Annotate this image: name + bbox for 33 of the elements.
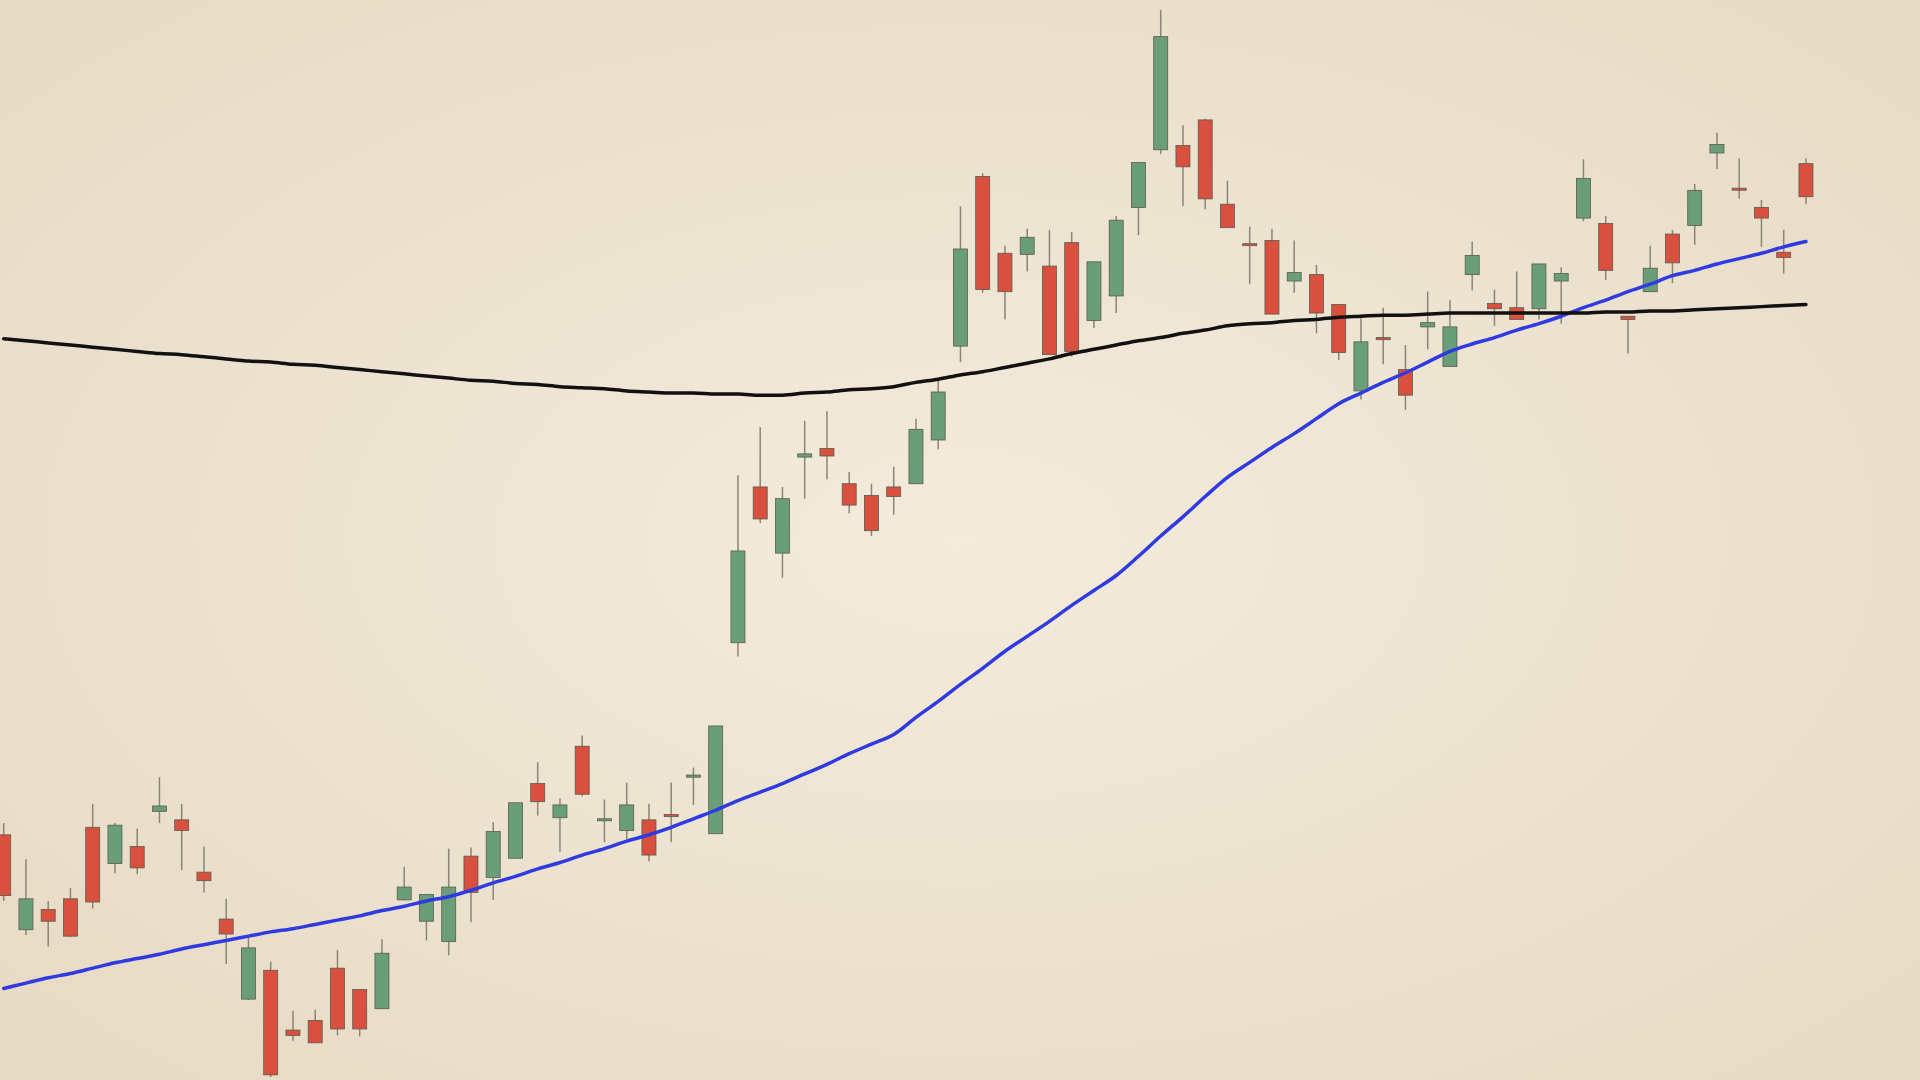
candlestick [663,781,679,844]
candlestick [597,798,612,844]
candlestick [1731,157,1747,200]
candlestick [1620,315,1636,355]
candlestick [686,766,701,806]
candlestick [530,761,546,817]
candlestick [1487,288,1502,327]
candlestick [1242,225,1258,285]
candlestick [152,776,167,824]
candlestick [218,898,234,965]
candlestick [1464,240,1480,292]
candlestick [285,1010,301,1042]
candlestick [1553,266,1569,325]
candlestick [1420,290,1436,351]
candlestick [1019,227,1035,273]
candlestick [196,845,212,894]
candlestick [396,866,412,901]
candlestick [819,410,835,481]
candlestick [1375,306,1391,365]
candlestick [841,471,857,515]
candlestick [886,465,902,516]
candlestick [797,420,813,500]
candlestick [40,900,56,948]
candlestick [552,797,568,853]
candlestick [1220,179,1235,229]
candlestick [174,803,190,871]
candlestick [1709,131,1725,170]
candlestick [129,827,145,876]
candlestick [1175,124,1191,208]
candlestick [1754,199,1769,248]
candlestick [1286,239,1302,294]
candlestick [1776,229,1792,275]
candlestick [307,1009,323,1044]
